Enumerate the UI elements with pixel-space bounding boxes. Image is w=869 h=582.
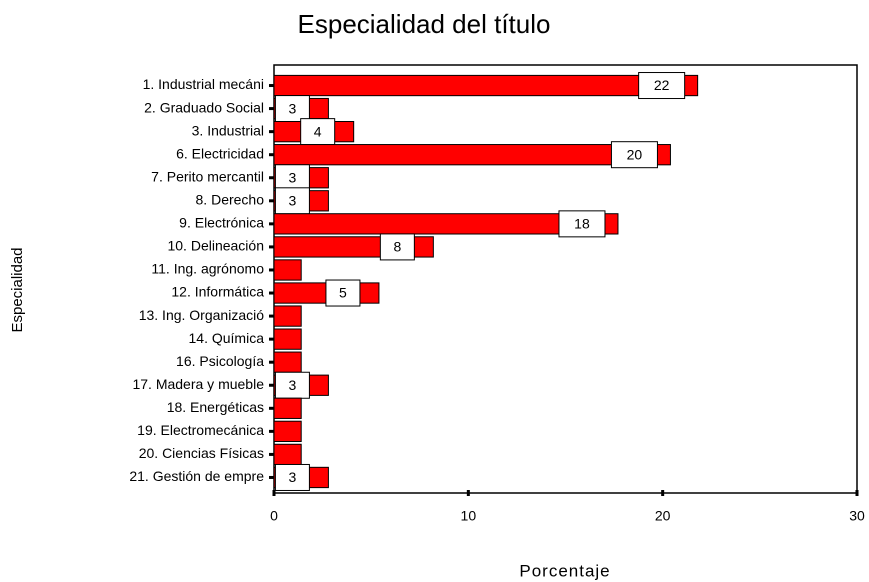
- y-tick-label: 1. Industrial mecáni: [143, 76, 264, 92]
- value-label-box: [274, 187, 310, 215]
- y-tick-label: 19. Electromecánica: [137, 422, 264, 438]
- value-label: 8: [393, 239, 401, 255]
- value-label: 5: [339, 285, 347, 301]
- bar: [273, 420, 302, 443]
- y-tick-label: 7. Perito mercantil: [151, 168, 264, 184]
- bar: [273, 328, 302, 350]
- value-label-box: [274, 463, 310, 491]
- y-tick-label: 11. Ing. agrónomo: [151, 261, 264, 277]
- value-label: 20: [627, 146, 643, 162]
- value-label-box: [325, 279, 361, 307]
- y-tick-label: 9. Electrónica: [179, 215, 264, 231]
- bar: [273, 74, 699, 97]
- value-label-box: [274, 164, 310, 192]
- y-tick-label: 18. Energéticas: [167, 399, 264, 415]
- y-tick-label: 14. Química: [189, 330, 265, 346]
- y-axis-label: Especialidad: [9, 247, 26, 332]
- x-axis-label: Porcentaje: [519, 561, 610, 580]
- y-tick-label: 12. Informática: [171, 284, 264, 300]
- x-tick-label: 30: [849, 508, 865, 524]
- value-label-box: [638, 72, 686, 100]
- value-label: 3: [289, 169, 297, 185]
- chart-title: Especialidad del título: [298, 9, 551, 39]
- bar: [273, 443, 302, 466]
- value-label-box: [274, 371, 310, 399]
- y-tick-label: 10. Delineación: [167, 238, 264, 254]
- y-tick-label: 21. Gestión de empre: [129, 468, 264, 484]
- bar: [273, 305, 302, 327]
- value-label: 3: [289, 100, 297, 116]
- bar: [273, 351, 302, 373]
- x-tick-label: 0: [270, 508, 278, 524]
- y-tick-label: 17. Madera y mueble: [132, 376, 264, 392]
- y-tick-label: 3. Industrial: [192, 122, 264, 138]
- value-label: 4: [314, 123, 322, 139]
- x-tick-label: 10: [461, 508, 477, 524]
- y-tick-label: 8. Derecho: [196, 192, 265, 208]
- value-label: 3: [289, 469, 297, 485]
- y-tick-label: 20. Ciencias Físicas: [139, 445, 264, 461]
- value-label-box: [558, 210, 606, 238]
- value-label: 3: [289, 193, 297, 209]
- value-label-box: [300, 118, 336, 146]
- y-tick-label: 2. Graduado Social: [144, 99, 264, 115]
- value-label-box: [610, 141, 658, 169]
- value-label-box: [379, 233, 415, 261]
- bar: [273, 397, 302, 419]
- bar: [273, 259, 302, 281]
- y-tick-label: 6. Electricidad: [176, 145, 264, 161]
- value-label: 18: [574, 216, 590, 232]
- y-tick-label: 16. Psicología: [176, 353, 264, 369]
- x-tick-label: 20: [655, 508, 671, 524]
- y-tick-label: 13. Ing. Organizació: [139, 307, 265, 323]
- value-label: 22: [654, 77, 670, 93]
- bar: [273, 144, 671, 166]
- plot-frame: [273, 64, 858, 494]
- value-label: 3: [289, 377, 297, 393]
- bar: [273, 213, 619, 235]
